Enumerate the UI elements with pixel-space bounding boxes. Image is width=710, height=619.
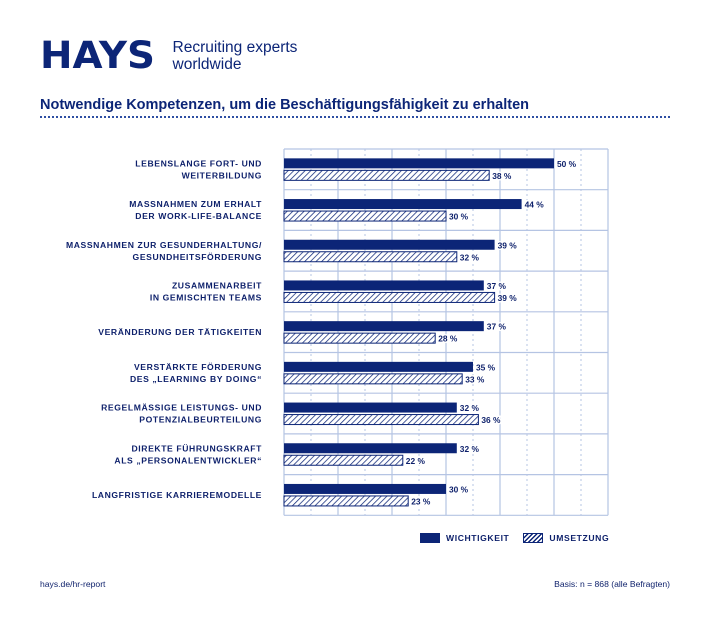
category-label-5-line-0: VERSTÄRKTE FÖRDERUNG [134, 362, 262, 372]
value-label-wichtigkeit-1: 44 % [525, 200, 545, 210]
category-label-6-line-1: POTENZIALBEURTEILUNG [139, 415, 262, 425]
chart-title: Notwendige Kompetenzen, um die Beschäfti… [40, 97, 530, 113]
value-label-wichtigkeit-6: 32 % [460, 403, 480, 413]
legend-swatch-hatched [523, 533, 544, 543]
bar-wichtigkeit-3 [284, 280, 484, 291]
bar-umsetzung-6 [283, 414, 479, 426]
value-label-wichtigkeit-5: 35 % [476, 362, 496, 372]
bar-wichtigkeit-8 [284, 483, 446, 494]
bar-umsetzung-5 [283, 373, 463, 385]
value-label-umsetzung-4: 28 % [438, 334, 458, 344]
value-label-wichtigkeit-2: 39 % [498, 240, 518, 250]
category-label-3-line-1: IN GEMISCHTEN TEAMS [150, 292, 262, 302]
value-label-wichtigkeit-3: 37 % [487, 281, 507, 291]
value-label-umsetzung-7: 22 % [406, 456, 426, 466]
bar-umsetzung-2 [283, 251, 458, 263]
category-label-7-line-0: DIREKTE FÜHRUNGSKRAFT [131, 443, 262, 453]
category-label-3-line-0: ZUSAMMENARBEIT [172, 280, 262, 290]
title-divider [40, 116, 670, 118]
bar-wichtigkeit-0 [284, 158, 554, 169]
category-label-0-line-1: WEITERBILDUNG [182, 170, 262, 180]
category-label-1-line-0: MASSNAHMEN ZUM ERHALT [129, 199, 262, 209]
category-label-2-line-1: GESUNDHEITSFÖRDERUNG [133, 252, 262, 262]
chart-legend: WICHTIGKEIT UMSETZUNG [420, 533, 623, 543]
footer-basis: Basis: n = 868 (alle Befragten) [554, 579, 670, 589]
bar-wichtigkeit-2 [284, 239, 495, 250]
footer-url: hays.de/hr-report [40, 579, 106, 589]
value-label-wichtigkeit-4: 37 % [487, 322, 507, 332]
value-label-umsetzung-8: 23 % [411, 496, 431, 506]
value-label-umsetzung-2: 32 % [460, 252, 480, 262]
bar-wichtigkeit-5 [284, 361, 473, 372]
legend-label-umsetzung: UMSETZUNG [549, 533, 610, 543]
value-label-umsetzung-6: 36 % [481, 415, 501, 425]
value-label-wichtigkeit-0: 50 % [557, 159, 577, 169]
bar-wichtigkeit-7 [284, 443, 457, 454]
value-label-wichtigkeit-8: 30 % [449, 484, 469, 494]
category-label-8-line-0: LANGFRISTIGE KARRIEREMODELLE [92, 490, 262, 500]
category-label-7-line-1: ALS „PERSONALENTWICKLER“ [114, 455, 262, 465]
value-label-umsetzung-3: 39 % [498, 293, 518, 303]
legend-label-wichtigkeit: WICHTIGKEIT [446, 533, 510, 543]
hays-logo: HAYS Recruiting experts worldwide [40, 37, 297, 74]
chart-labels: LEBENSLANGE FORT- UND WEITERBILDUNG 50 % 38… [66, 157, 578, 508]
category-label-0-line-0: LEBENSLANGE FORT- UND [135, 158, 262, 168]
tagline-line-1: Recruiting experts [172, 38, 298, 56]
bar-umsetzung-7 [283, 454, 404, 466]
bar-umsetzung-0 [283, 169, 490, 181]
legend-item-umsetzung: UMSETZUNG [523, 533, 609, 543]
logo-wordmark: HAYS [40, 34, 155, 77]
category-label-1-line-1: DER WORK-LIFE-BALANCE [135, 211, 262, 221]
bar-wichtigkeit-4 [284, 321, 484, 332]
legend-item-wichtigkeit: WICHTIGKEIT [420, 533, 509, 543]
bar-wichtigkeit-1 [284, 199, 522, 210]
bar-umsetzung-1 [283, 210, 447, 222]
bar-umsetzung-4 [283, 332, 436, 344]
category-label-4-line-0: VERÄNDERUNG DER TÄTIGKEITEN [98, 327, 262, 337]
category-label-6-line-0: REGELMÄSSIGE LEISTUNGS- UND [101, 403, 262, 413]
chart-grid [283, 148, 609, 516]
value-label-umsetzung-1: 30 % [449, 212, 469, 222]
chart-bars [283, 158, 554, 507]
bar-umsetzung-8 [283, 495, 409, 507]
value-label-umsetzung-0: 38 % [492, 171, 512, 181]
bar-wichtigkeit-6 [284, 402, 457, 413]
tagline-line-2: worldwide [172, 55, 242, 73]
bar-umsetzung-3 [283, 291, 496, 303]
category-label-2-line-0: MASSNAHMEN ZUR GESUNDERHALTUNG/ [66, 240, 262, 250]
value-label-umsetzung-5: 33 % [465, 374, 485, 384]
value-label-wichtigkeit-7: 32 % [460, 444, 480, 454]
logo-tagline: Recruiting experts worldwide [173, 39, 298, 73]
legend-swatch-solid [420, 533, 440, 543]
category-label-5-line-1: DES „LEARNING BY DOING“ [130, 374, 262, 384]
